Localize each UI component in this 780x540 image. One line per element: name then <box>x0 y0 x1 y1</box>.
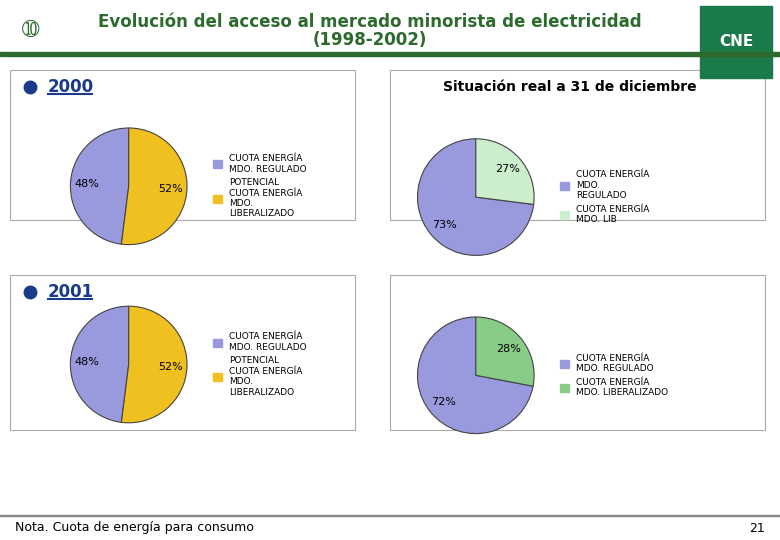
Text: (1998-2002): (1998-2002) <box>313 31 427 49</box>
Bar <box>0 515 780 516</box>
Text: 52%: 52% <box>158 184 183 194</box>
Text: Evolución del acceso al mercado minorista de electricidad: Evolución del acceso al mercado minorist… <box>98 13 642 31</box>
Text: 21: 21 <box>750 522 765 535</box>
Bar <box>10 70 355 220</box>
Legend: CUOTA ENERGÍA
MDO. REGULADO, POTENCIAL
CUOTA ENERGÍA
MDO.
LIBERALIZADO: CUOTA ENERGÍA MDO. REGULADO, POTENCIAL C… <box>209 151 310 222</box>
Text: 28%: 28% <box>496 343 520 354</box>
Legend: CUOTA ENERGÍA
MDO.
REGULADO, CUOTA ENERGÍA
MDO. LIB: CUOTA ENERGÍA MDO. REGULADO, CUOTA ENERG… <box>556 167 653 227</box>
Wedge shape <box>476 139 534 205</box>
Text: Nota. Cuota de energía para consumo: Nota. Cuota de energía para consumo <box>15 522 254 535</box>
Text: Situación real a 31 de diciembre: Situación real a 31 de diciembre <box>443 80 697 94</box>
Text: 48%: 48% <box>74 179 99 188</box>
Bar <box>700 6 772 78</box>
Bar <box>390 275 765 430</box>
Text: 27%: 27% <box>495 164 519 174</box>
Text: ➉: ➉ <box>22 20 40 40</box>
Legend: CUOTA ENERGÍA
MDO. REGULADO, CUOTA ENERGÍA
MDO. LIBERALIZADO: CUOTA ENERGÍA MDO. REGULADO, CUOTA ENERG… <box>556 350 672 401</box>
Wedge shape <box>122 128 187 245</box>
Text: 73%: 73% <box>432 220 456 230</box>
Bar <box>0 52 780 56</box>
Legend: CUOTA ENERGÍA
MDO. REGULADO, POTENCIAL
CUOTA ENERGÍA
MDO.
LIBERALIZADO: CUOTA ENERGÍA MDO. REGULADO, POTENCIAL C… <box>209 329 310 400</box>
Wedge shape <box>70 306 129 422</box>
Text: 2001: 2001 <box>48 283 94 301</box>
Text: CNE: CNE <box>719 35 753 50</box>
Text: 2000: 2000 <box>48 78 94 96</box>
Text: 52%: 52% <box>158 362 183 372</box>
Bar <box>10 275 355 430</box>
Wedge shape <box>70 128 129 244</box>
Text: 72%: 72% <box>431 397 456 407</box>
Wedge shape <box>122 306 187 423</box>
Wedge shape <box>417 317 533 434</box>
Wedge shape <box>417 139 534 255</box>
Wedge shape <box>476 317 534 386</box>
Bar <box>390 70 765 220</box>
Text: 48%: 48% <box>74 357 99 367</box>
